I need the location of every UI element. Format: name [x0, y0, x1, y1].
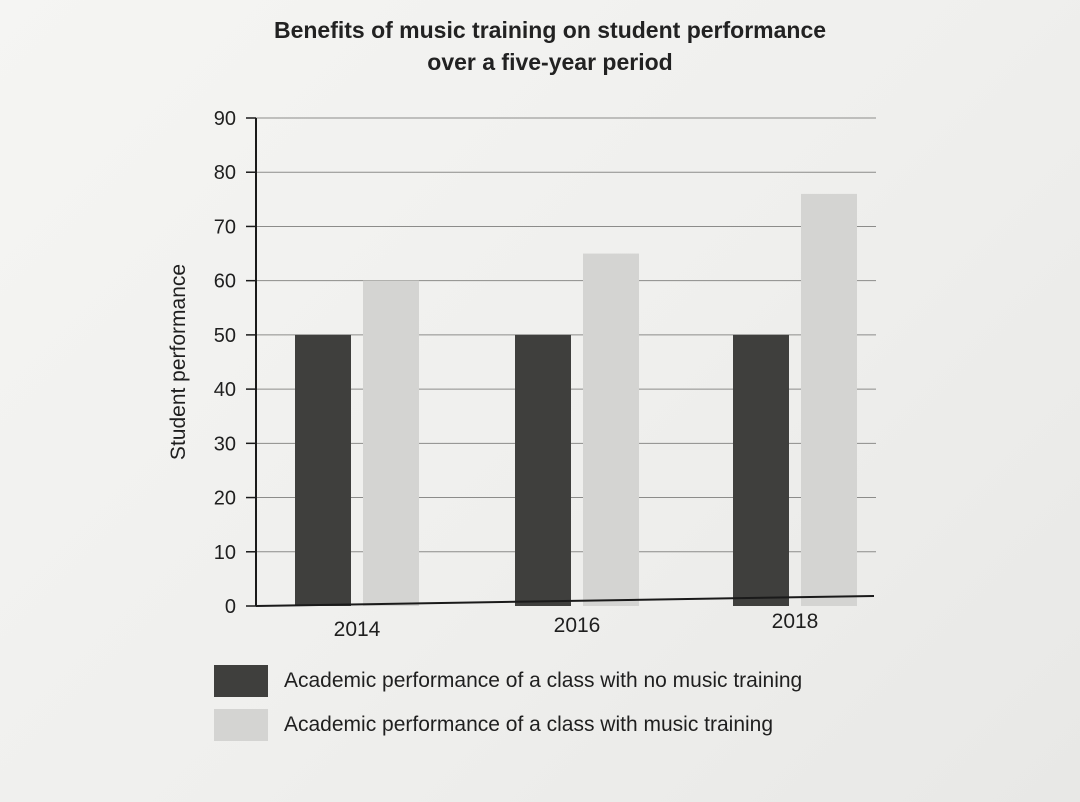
- bar-no-music: [515, 334, 571, 606]
- y-tick-label: 10: [214, 542, 236, 564]
- legend-label-music: Academic performance of a class with mus…: [284, 713, 774, 736]
- y-tick-label: 40: [214, 379, 236, 401]
- legend-label-no-music: Academic performance of a class with no …: [284, 669, 803, 692]
- chart-title-line-1: Benefits of music training on student pe…: [273, 17, 827, 43]
- y-tick-label: 70: [214, 216, 236, 238]
- legend-swatch-no-music: [214, 665, 268, 697]
- bar-no-music: [295, 334, 351, 606]
- y-tick-label: 50: [214, 325, 236, 347]
- bar-music: [583, 253, 639, 607]
- bar-music: [801, 193, 857, 606]
- y-tick-label: 60: [214, 271, 236, 293]
- bar-music: [363, 280, 419, 606]
- bar-no-music: [733, 334, 789, 606]
- y-ticks: 0 10 20 30 40 50 60 70 80 90: [214, 108, 256, 618]
- x-ticks: 2014 2016 2018: [334, 610, 819, 641]
- bars: [295, 193, 857, 607]
- x-axis-line: [255, 595, 875, 607]
- y-tick-label: 20: [214, 488, 236, 510]
- x-tick-label: 2014: [334, 618, 381, 641]
- y-axis-label: Student performance: [167, 264, 190, 460]
- y-tick-label: 30: [214, 433, 236, 455]
- x-tick-label: 2016: [554, 614, 601, 637]
- legend-swatch-music: [214, 709, 268, 741]
- x-tick-label: 2018: [772, 610, 819, 633]
- chart-title: Benefits of music training on student pe…: [200, 14, 900, 78]
- legend-item-no-music: Academic performance of a class with no …: [214, 664, 802, 698]
- y-tick-label: 0: [225, 596, 236, 618]
- axes: [255, 118, 875, 607]
- y-tick-label: 90: [214, 108, 236, 130]
- legend-item-music: Academic performance of a class with mus…: [214, 708, 773, 742]
- y-tick-label: 80: [214, 162, 236, 184]
- chart-title-line-2: over a five-year period: [427, 49, 673, 75]
- bar-chart: 0 10 20 30 40 50 60 70 80 90 2014 2016 2018 Student…: [167, 108, 876, 641]
